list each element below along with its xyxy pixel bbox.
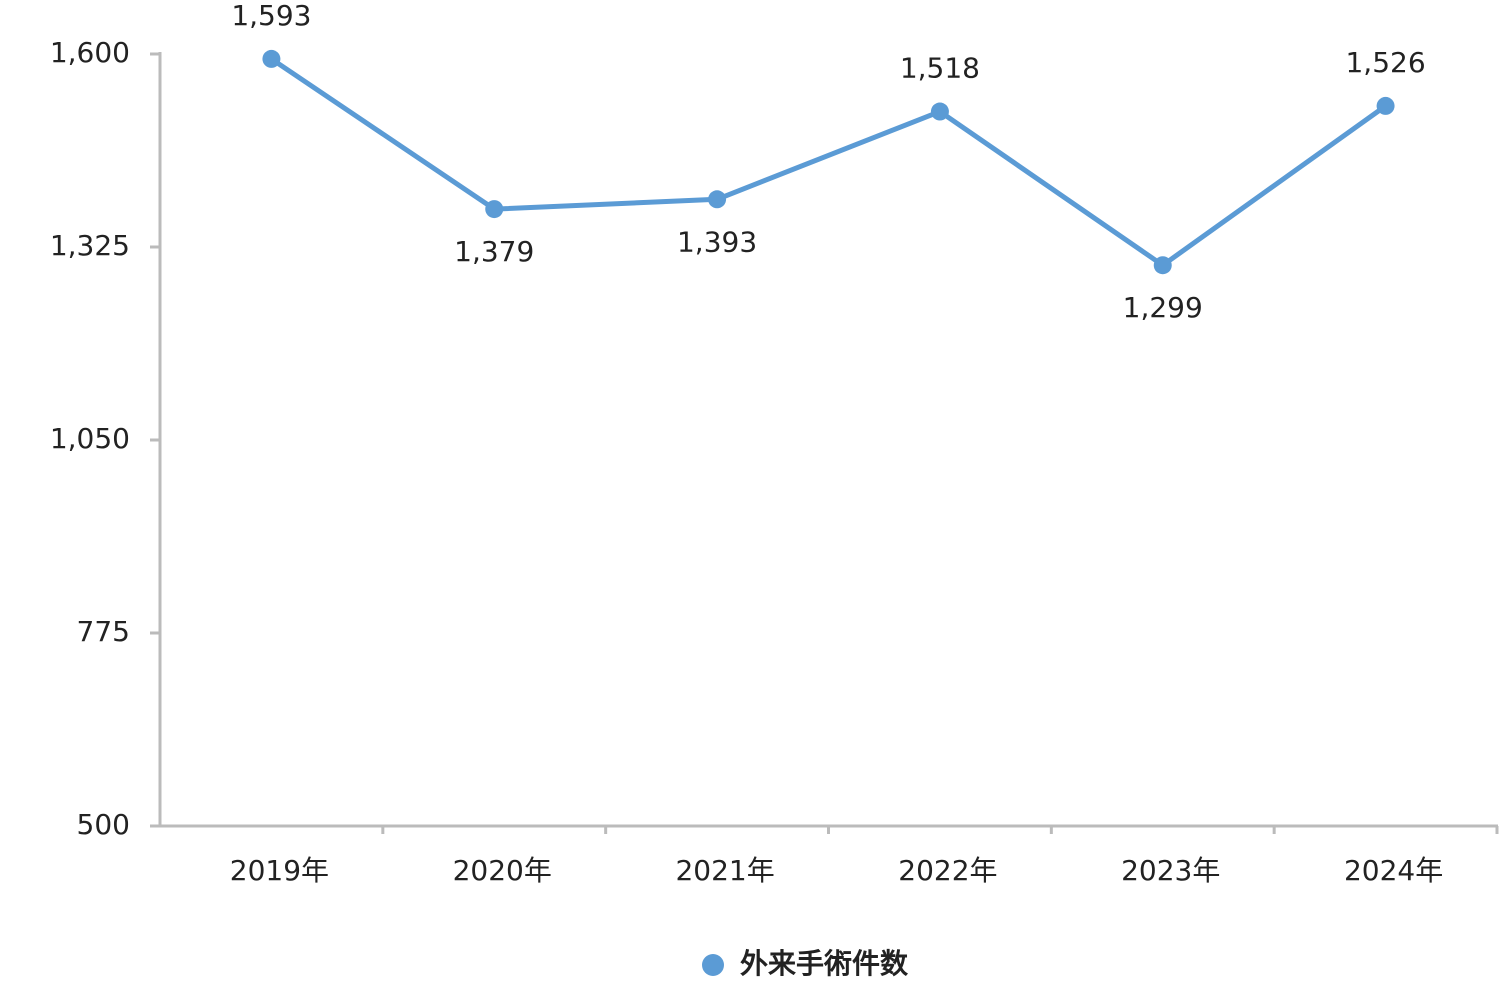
data-point — [708, 190, 727, 209]
x-tick-label: 2022年 — [898, 854, 997, 887]
data-point — [1376, 96, 1395, 115]
data-label: 1,379 — [454, 235, 534, 268]
legend-label: 外来手術件数 — [740, 947, 909, 980]
x-tick-label: 2020年 — [453, 854, 552, 887]
data-point — [1153, 256, 1172, 275]
data-point — [485, 200, 504, 219]
y-tick-label: 1,600 — [50, 36, 130, 69]
data-label: 1,593 — [231, 0, 311, 32]
data-label: 1,518 — [900, 52, 980, 85]
data-point — [262, 49, 281, 68]
y-tick-label: 1,050 — [50, 422, 130, 455]
data-point — [930, 102, 949, 121]
x-tick-label: 2023年 — [1121, 854, 1220, 887]
y-tick-label: 1,325 — [50, 229, 130, 262]
x-tick-label: 2021年 — [675, 854, 774, 887]
data-label: 1,299 — [1123, 291, 1203, 324]
data-label: 1,393 — [677, 225, 757, 258]
y-tick-label: 775 — [77, 615, 130, 648]
data-label: 1,526 — [1345, 46, 1425, 79]
x-tick-label: 2019年 — [230, 854, 329, 887]
legend-marker — [702, 954, 724, 976]
x-tick-label: 2024年 — [1344, 854, 1443, 887]
y-tick-label: 500 — [77, 808, 130, 841]
series-line — [270, 56, 1388, 268]
